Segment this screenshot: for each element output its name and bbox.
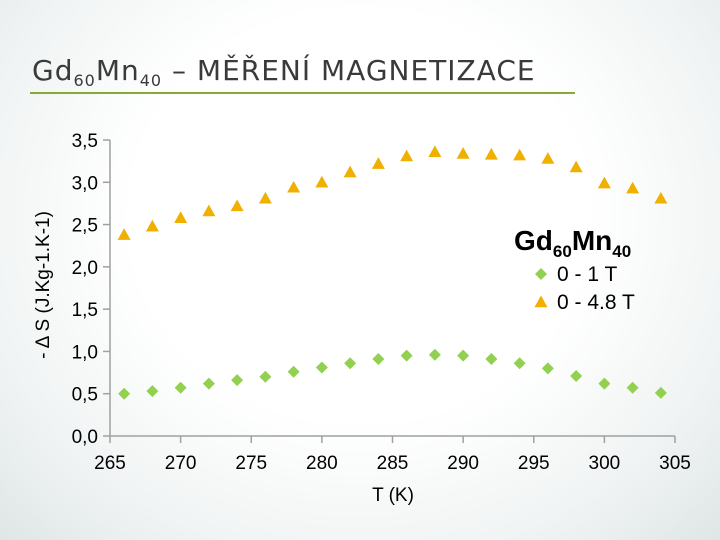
y-axis-title: - Δ S (J.Kg-1.K-1) (33, 211, 54, 359)
data-point-triangle (174, 211, 188, 224)
x-tick-label: 280 (306, 453, 338, 474)
y-tick-label: 1,5 (72, 300, 98, 321)
data-point-triangle (400, 149, 414, 162)
data-point-diamond (287, 365, 300, 378)
data-point-diamond (315, 361, 328, 374)
data-point-triangle (626, 181, 640, 194)
x-tick-label: 275 (235, 453, 267, 474)
data-point-diamond (118, 387, 131, 400)
data-point-diamond (146, 385, 159, 398)
data-point-diamond (654, 386, 667, 399)
data-point-diamond (428, 348, 441, 361)
slide-title: Gd60Mn40 – MĚŘENÍ MAGNETIZACE (32, 54, 536, 90)
title-underline (30, 92, 575, 94)
data-point-diamond (626, 381, 639, 394)
data-point-diamond (513, 357, 526, 370)
data-point-diamond (541, 362, 554, 375)
x-tick-label: 305 (659, 453, 691, 474)
data-point-triangle (569, 160, 583, 173)
data-point-triangle (513, 148, 527, 161)
data-point-triangle (258, 191, 272, 204)
data-point-triangle (315, 175, 329, 188)
legend-title: Gd60Mn40 (514, 225, 631, 261)
data-point-triangle (654, 191, 668, 204)
data-point-diamond (174, 381, 187, 394)
y-tick-label: 0,5 (72, 385, 98, 406)
data-point-triangle (343, 165, 357, 178)
data-point-diamond (231, 374, 244, 387)
data-point-diamond (485, 353, 498, 366)
legend: Gd60Mn40 0 - 1 T 0 - 4.8 T (514, 225, 635, 314)
y-axis-ticks: 0,0 0,5 1,0 1,5 2,0 2,5 3,0 3,5 (72, 131, 110, 448)
y-tick-label: 0,0 (72, 427, 98, 448)
x-axis-title: T (K) (372, 485, 414, 506)
x-tick-label: 285 (377, 453, 409, 474)
data-point-triangle (202, 204, 216, 217)
y-tick-label: 3,5 (72, 131, 98, 152)
legend-label-0: 0 - 1 T (557, 263, 617, 286)
x-tick-label: 300 (589, 453, 621, 474)
data-point-triangle (230, 199, 244, 212)
data-point-triangle (117, 228, 131, 240)
data-point-triangle (541, 152, 555, 164)
legend-marker-diamond (535, 268, 547, 280)
data-point-diamond (598, 377, 611, 390)
chart-axes (109, 140, 675, 437)
data-point-diamond (202, 377, 215, 390)
x-tick-label: 290 (447, 453, 479, 474)
data-point-triangle (597, 176, 611, 189)
data-point-diamond (372, 353, 385, 366)
data-point-triangle (287, 180, 301, 193)
y-tick-label: 1,0 (72, 342, 98, 363)
data-point-triangle (428, 145, 442, 158)
x-tick-label: 295 (518, 453, 550, 474)
y-tick-label: 2,5 (72, 216, 98, 237)
series-marks (117, 145, 668, 400)
data-point-diamond (259, 370, 272, 383)
legend-marker-triangle (534, 295, 548, 308)
data-point-diamond (457, 349, 470, 362)
data-point-triangle (456, 147, 470, 159)
y-tick-label: 2,0 (72, 258, 98, 279)
data-point-triangle (145, 219, 159, 232)
data-point-diamond (570, 369, 583, 382)
y-tick-label: 3,0 (72, 173, 98, 194)
data-point-diamond (400, 349, 413, 362)
data-point-diamond (344, 357, 357, 370)
legend-label-1: 0 - 4.8 T (557, 291, 635, 314)
data-point-triangle (484, 147, 498, 160)
x-tick-label: 265 (94, 453, 126, 474)
x-tick-label: 270 (165, 453, 197, 474)
x-axis-ticks: 265 270 275 280 285 290 295 300 305 (94, 436, 691, 474)
data-point-triangle (371, 157, 385, 169)
